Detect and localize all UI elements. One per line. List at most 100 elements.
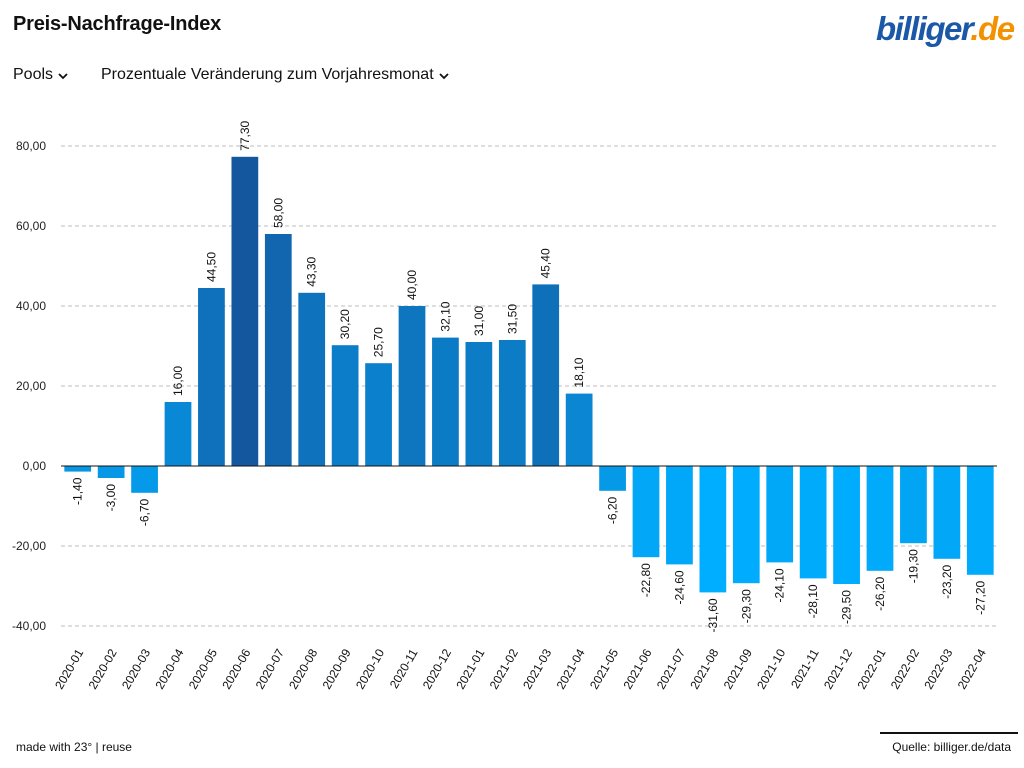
x-tick-label: 2021-06 (620, 646, 654, 691)
data-label: -6,70 (138, 498, 152, 526)
x-tick-label: 2021-12 (821, 646, 855, 691)
data-label: -24,60 (672, 570, 686, 604)
category-dropdown[interactable]: Pools (13, 66, 68, 84)
x-tick-label: 2020-09 (320, 646, 354, 691)
x-tick-label: 2022-01 (854, 646, 888, 691)
x-tick-label: 2020-12 (420, 646, 454, 691)
bar (766, 466, 794, 563)
metric-dropdown[interactable]: Prozentuale Veränderung zum Vorjahresmon… (101, 66, 449, 84)
source-credit: Quelle: billiger.de/data (892, 740, 1011, 754)
data-label: 30,20 (338, 309, 352, 339)
bar (498, 340, 526, 466)
data-label: 31,50 (505, 304, 519, 334)
data-label: 45,40 (539, 248, 553, 278)
x-tick-label: 2020-05 (186, 646, 220, 691)
bar (632, 466, 660, 558)
x-tick-label: 2020-06 (219, 646, 253, 691)
data-label: -29,50 (840, 590, 854, 624)
x-tick-label: 2022-04 (955, 646, 989, 691)
x-tick-label: 2021-02 (487, 646, 521, 691)
bar (900, 466, 927, 544)
bar (933, 466, 961, 559)
footer-divider (880, 732, 1018, 734)
data-label: -19,30 (906, 549, 920, 583)
data-label: -24,10 (773, 568, 787, 602)
x-tick-label: 2021-08 (687, 646, 721, 691)
x-tick-label: 2021-03 (520, 646, 554, 691)
x-tick-label: 2021-11 (788, 646, 822, 691)
data-label: 44,50 (204, 252, 218, 282)
chevron-down-icon (58, 72, 68, 79)
chevron-down-icon (439, 72, 449, 79)
logo-tld-text: .de (970, 10, 1015, 47)
bar (164, 402, 192, 466)
x-tick-label: 2020-10 (353, 646, 387, 691)
y-tick-label: -20,00 (12, 539, 46, 553)
data-label: -31,60 (706, 598, 720, 632)
data-label: 25,70 (372, 327, 386, 357)
x-tick-label: 2020-11 (387, 646, 421, 691)
y-tick-label: 80,00 (16, 139, 46, 153)
x-tick-label: 2022-03 (921, 646, 955, 691)
x-tick-label: 2020-01 (52, 646, 86, 691)
data-label: 32,10 (438, 301, 452, 331)
metric-dropdown-label: Prozentuale Veränderung zum Vorjahresmon… (101, 66, 434, 83)
bar (432, 337, 459, 466)
data-label: 58,00 (271, 198, 285, 228)
category-dropdown-label: Pools (13, 66, 54, 83)
logo-main-text: billiger (876, 10, 972, 47)
x-tick-label: 2020-04 (152, 646, 186, 691)
data-label: -26,20 (873, 576, 887, 610)
data-label: 16,00 (171, 366, 185, 396)
x-tick-label: 2020-02 (86, 646, 120, 691)
bar (732, 466, 760, 584)
data-label: 77,30 (238, 120, 252, 150)
y-tick-label: 0,00 (23, 459, 47, 473)
bar (966, 466, 994, 575)
data-label: -23,20 (940, 564, 954, 598)
bar (64, 466, 92, 472)
data-label: -6,20 (606, 496, 620, 524)
x-tick-label: 2021-01 (453, 646, 487, 691)
bar (365, 363, 392, 466)
x-tick-label: 2022-02 (888, 646, 922, 691)
bar (799, 466, 827, 579)
bar (565, 393, 593, 466)
bar (599, 466, 626, 491)
data-label: -29,30 (739, 589, 753, 623)
bar (198, 288, 225, 466)
bar (298, 292, 326, 466)
bar (833, 466, 860, 584)
billiger-logo[interactable]: billiger.de (876, 9, 1015, 49)
data-label: -22,80 (639, 563, 653, 597)
bar (532, 284, 560, 466)
bar (264, 234, 292, 466)
y-tick-label: 40,00 (16, 299, 46, 313)
x-tick-label: 2021-05 (587, 646, 621, 691)
bar (666, 466, 693, 565)
bar-chart: 80,00 60,00 40,00 20,00 0,00 -20,00 -40,00 -1,4… (12, 120, 997, 692)
chart-title: Preis-Nachfrage-Index (13, 13, 222, 35)
bar (866, 466, 894, 571)
x-tick-label: 2021-10 (754, 646, 788, 691)
data-label: 43,30 (305, 256, 319, 286)
y-tick-label: 20,00 (16, 379, 46, 393)
bar (398, 306, 426, 466)
data-label: -28,10 (806, 584, 820, 618)
data-label: 40,00 (405, 270, 419, 300)
bar (699, 466, 727, 593)
bar (97, 466, 125, 478)
data-label: 18,10 (572, 357, 586, 387)
y-tick-label: -40,00 (12, 619, 46, 633)
x-tick-label: 2020-03 (119, 646, 153, 691)
made-with-link[interactable]: made with 23° | reuse (16, 740, 132, 754)
x-tick-label: 2020-07 (253, 646, 287, 691)
data-label: 31,00 (472, 306, 486, 336)
x-tick-label: 2020-08 (286, 646, 320, 691)
data-label: -1,40 (71, 477, 85, 505)
bar (131, 466, 158, 493)
data-label: -27,20 (973, 580, 987, 614)
bar (231, 156, 259, 467)
data-label: -3,00 (104, 484, 118, 512)
y-tick-label: 60,00 (16, 219, 46, 233)
